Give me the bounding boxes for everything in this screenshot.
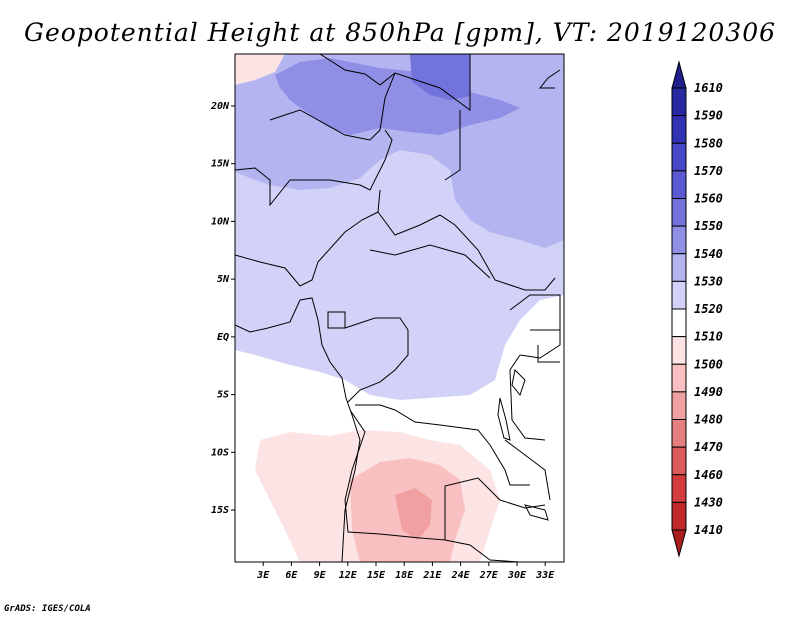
boundary-line — [369, 244, 491, 279]
y-tick-label: 5N — [217, 274, 230, 285]
colorbar-segment — [671, 87, 687, 117]
y-tick-label: 15N — [211, 159, 230, 170]
map-title: Geopotential Height at 850hPa [gpm], VT:… — [23, 18, 777, 47]
coastline — [235, 297, 361, 562]
colorbar-label: 1490 — [694, 385, 723, 399]
colorbar-segment — [671, 280, 687, 310]
boundary-line — [504, 439, 551, 501]
colorbar-segment — [671, 391, 687, 420]
colorbar-label: 1580 — [694, 136, 723, 150]
boundary-line — [509, 354, 546, 441]
colorbar-segment — [671, 170, 687, 199]
colorbar-label: 1480 — [694, 413, 723, 427]
y-tick-label: 15S — [211, 505, 229, 516]
boundary-line — [269, 72, 396, 141]
y-tick-label: 10N — [211, 216, 230, 227]
plot-frame — [234, 53, 565, 563]
footer-credit: GrADS: IGES/COLA — [4, 604, 91, 614]
colorbar-segment — [671, 142, 687, 172]
colorbar-label: 1560 — [694, 192, 723, 206]
colorbar: 1610 1590 1580 1570 1560 1550 1540 1530 1520 1510… — [671, 60, 723, 558]
colorbar-segment — [671, 115, 687, 144]
y-tick-label: EQ — [217, 332, 229, 343]
colorbar-label: 1520 — [694, 302, 723, 316]
x-tick-label: 18E — [395, 570, 414, 581]
colorbar-top-arrow — [671, 60, 687, 89]
colorbar-segment — [671, 419, 687, 448]
boundary-line — [344, 317, 409, 403]
colorbar-segment — [671, 474, 687, 503]
lake-victoria — [511, 368, 526, 397]
colorbar-segment — [671, 446, 687, 476]
boundary-line — [235, 189, 381, 287]
colorbar-label: 1410 — [694, 523, 723, 537]
colorbar-segment — [671, 501, 687, 531]
colorbar-segment — [671, 308, 687, 338]
colorbar-bottom-arrow — [671, 529, 687, 558]
boundary-line — [235, 129, 393, 207]
x-tick-label: 27E — [479, 570, 499, 581]
colorbar-segment — [671, 198, 687, 227]
y-tick-label: 5S — [217, 390, 229, 401]
x-axis-ticks: 3E 6E 9E 12E 15E 18E 21E 24E 27E 30E 33E — [256, 562, 555, 581]
boundary-line — [319, 54, 471, 111]
x-tick-label: 21E — [422, 570, 442, 581]
boundary-line — [444, 539, 521, 562]
country-boundaries — [235, 54, 561, 562]
colorbar-segment — [671, 363, 687, 393]
x-tick-label: 15E — [367, 570, 386, 581]
east-coast — [538, 69, 561, 89]
y-axis-ticks: 20N 15N 10N 5N EQ 5S 10S 15S — [210, 101, 235, 516]
field-1540-region — [275, 58, 520, 135]
colorbar-label: 1570 — [694, 164, 723, 178]
colorbar-label: 1540 — [694, 247, 723, 261]
colorbar-segment — [671, 225, 687, 255]
colorbar-label: 1530 — [694, 274, 723, 288]
x-tick-label: 9E — [314, 570, 327, 581]
field-1480-region — [395, 488, 432, 540]
field-nw-1500-region — [235, 54, 285, 85]
colorbar-label: 1510 — [694, 330, 723, 344]
x-tick-label: 6E — [285, 570, 298, 581]
colorbar-label: 1460 — [694, 468, 723, 482]
boundary-line — [377, 211, 556, 291]
field-1550-region — [410, 54, 470, 100]
x-tick-label: 24E — [451, 570, 471, 581]
boundary-line — [444, 110, 461, 181]
x-tick-label: 3E — [256, 570, 270, 581]
colorbar-label: 1610 — [694, 81, 723, 95]
x-tick-label: 33E — [535, 570, 555, 581]
y-tick-label: 20N — [210, 101, 230, 112]
colorbar-label: 1500 — [694, 357, 723, 371]
boundary-line — [537, 345, 560, 363]
lake-tanganyika — [497, 397, 511, 441]
boundary-line — [509, 294, 561, 359]
x-tick-label: 30E — [507, 570, 527, 581]
x-tick-label: 12E — [339, 570, 358, 581]
boundary-line — [344, 409, 546, 541]
colorbar-segment — [671, 336, 687, 365]
colorbar-label: 1590 — [694, 109, 723, 123]
geopotential-field — [235, 54, 564, 562]
colorbar-label: 1550 — [694, 219, 723, 233]
colorbar-label: 1430 — [694, 495, 723, 509]
y-tick-label: 10S — [211, 447, 229, 458]
colorbar-label: 1470 — [694, 440, 723, 454]
lake-malawi — [524, 504, 549, 521]
boundary-line — [355, 404, 530, 486]
colorbar-segment — [671, 253, 687, 282]
